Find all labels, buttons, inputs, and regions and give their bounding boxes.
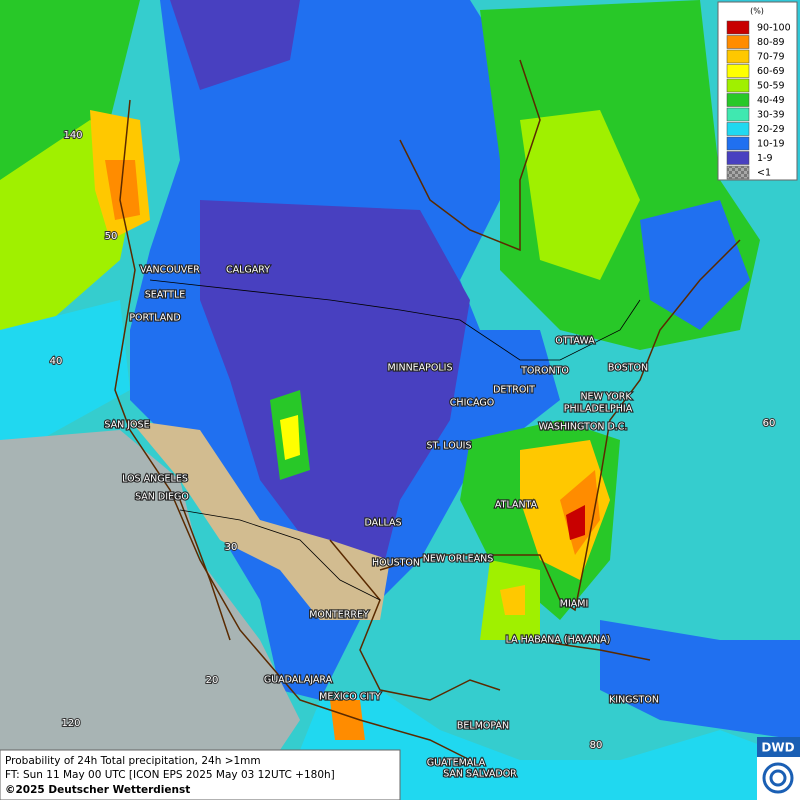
city-label: WASHINGTON D.C. bbox=[539, 422, 628, 433]
legend-swatch bbox=[726, 122, 750, 136]
footer-line: Probability of 24h Total precipitation, … bbox=[5, 755, 261, 767]
city-label: DETROIT bbox=[493, 385, 535, 396]
city-label: MIAMI bbox=[560, 599, 589, 610]
grid-label: 140 bbox=[63, 130, 82, 141]
footer-line: ©2025 Deutscher Wetterdienst bbox=[5, 784, 190, 796]
city-label: LOS ANGELES bbox=[122, 474, 188, 485]
legend-swatch bbox=[726, 107, 750, 122]
legend-label: 1-9 bbox=[757, 153, 773, 164]
city-label: PHILADELPHIA bbox=[564, 404, 633, 415]
logo-text: DWD bbox=[761, 741, 794, 755]
city-label: SEATTLE bbox=[145, 290, 186, 301]
legend-label: 70-79 bbox=[757, 52, 785, 63]
legend-label: 90-100 bbox=[757, 23, 791, 34]
city-label: NEW ORLEANS bbox=[423, 554, 494, 565]
city-label: SAN SALVADOR bbox=[443, 769, 517, 780]
legend-swatch bbox=[726, 64, 750, 78]
grid-labels: 140 50 40 30 20 120 60 80 bbox=[49, 129, 777, 752]
city-label: VANCOUVER bbox=[140, 265, 200, 276]
city-label: BELMOPAN bbox=[457, 721, 509, 732]
grid-label: 50 bbox=[105, 231, 118, 242]
grid-label: 20 bbox=[206, 675, 219, 686]
legend-label: <1 bbox=[757, 168, 771, 179]
legend-label: 10-19 bbox=[757, 139, 785, 150]
city-label: SAN JOSE bbox=[104, 420, 149, 431]
legend-title: (%) bbox=[750, 7, 764, 16]
legend-label: 60-69 bbox=[757, 66, 785, 77]
city-label: HOUSTON bbox=[372, 558, 420, 569]
city-label: PORTLAND bbox=[129, 313, 180, 324]
legend-swatch bbox=[726, 151, 750, 165]
footer: Probability of 24h Total precipitation, … bbox=[0, 749, 401, 800]
city-label: BOSTON bbox=[608, 363, 648, 374]
footer-box bbox=[0, 749, 401, 800]
city-label: SAN DIEGO bbox=[135, 492, 189, 503]
legend-swatch bbox=[726, 35, 750, 49]
city-label: DALLAS bbox=[365, 518, 402, 529]
city-label: CALGARY bbox=[226, 265, 270, 276]
legend-swatch bbox=[726, 49, 750, 64]
city-label: TORONTO bbox=[520, 366, 569, 377]
city-label: MEXICO CITY bbox=[319, 692, 381, 703]
city-label: NEW YORK bbox=[580, 392, 632, 403]
logo-spiral bbox=[769, 769, 787, 787]
city-label: ST. LOUIS bbox=[427, 441, 472, 452]
city-label: GUATEMALA bbox=[427, 758, 486, 769]
legend-swatch bbox=[726, 136, 750, 151]
city-label: LA HABANA (HAVANA) bbox=[506, 635, 611, 646]
city-label: GUADALAJARA bbox=[264, 675, 333, 686]
city-label: CHICAGO bbox=[450, 398, 494, 409]
legend-swatch bbox=[726, 20, 750, 35]
legend-swatch bbox=[726, 78, 750, 93]
legend-swatch bbox=[726, 93, 750, 107]
legend-swatch-pattern bbox=[727, 166, 749, 179]
logo: DWD bbox=[757, 737, 800, 800]
footer-line: FT: Sun 11 May 00 UTC [ICON EPS 2025 May… bbox=[5, 769, 335, 781]
logo-bar bbox=[757, 737, 800, 757]
legend-label: 80-89 bbox=[757, 37, 785, 48]
legend: (%) 90-100 80-89 70-79 60-69 50-59 40-49 30-39… bbox=[717, 1, 798, 181]
grid-label: 40 bbox=[50, 356, 63, 367]
city-label: MONTERREY bbox=[309, 610, 369, 621]
logo-spiral bbox=[762, 762, 794, 794]
grid-label: 30 bbox=[225, 542, 238, 553]
legend-label: 30-39 bbox=[757, 110, 785, 121]
city-label: ATLANTA bbox=[495, 500, 538, 511]
legend-label: 20-29 bbox=[757, 124, 785, 135]
borders bbox=[149, 279, 641, 601]
legend-label: 50-59 bbox=[757, 81, 785, 92]
legend-items: 90-100 80-89 70-79 60-69 50-59 40-49 30-39 20-2… bbox=[726, 20, 791, 180]
city-label: MINNEAPOLIS bbox=[387, 363, 452, 374]
city-label: KINGSTON bbox=[609, 695, 659, 706]
city-label: OTTAWA bbox=[555, 336, 595, 347]
legend-label: 40-49 bbox=[757, 95, 785, 106]
city-labels: VANCOUVER CALGARY SEATTLE PORTLAND MINNEAPOL… bbox=[103, 263, 660, 780]
grid-label: 80 bbox=[590, 740, 603, 751]
grid-label: 120 bbox=[61, 718, 80, 729]
grid-label: 60 bbox=[763, 418, 776, 429]
